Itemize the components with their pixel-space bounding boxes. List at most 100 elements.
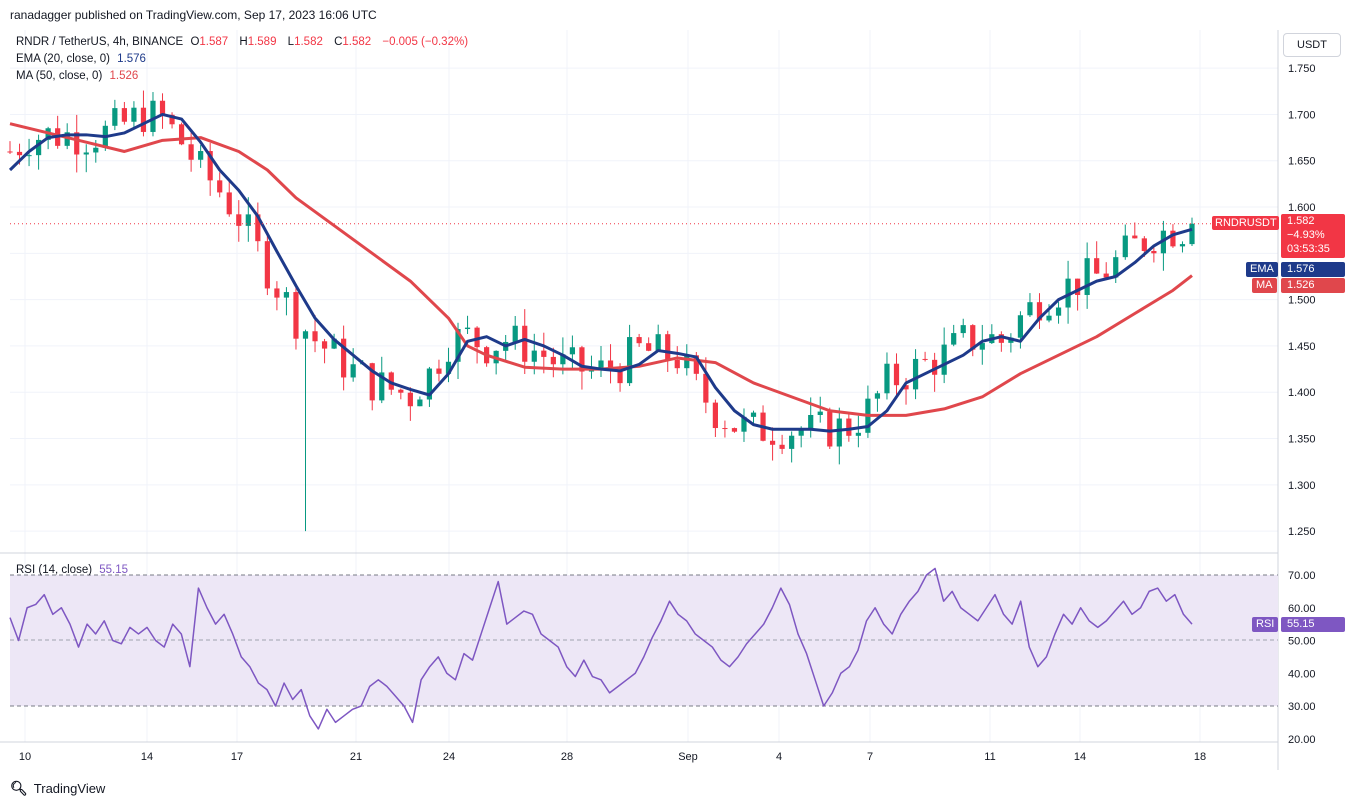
- candle-body: [1179, 244, 1186, 247]
- candle-body: [884, 363, 890, 394]
- candle-body: [159, 100, 166, 115]
- candle-body: [255, 214, 261, 242]
- ema-legend[interactable]: EMA (20, close, 0) 1.576: [16, 53, 150, 65]
- candle-body: [731, 428, 738, 432]
- candle-body: [445, 361, 452, 374]
- candle-body: [1055, 307, 1062, 316]
- price-tick-label: 1.400: [1288, 387, 1316, 399]
- rsi-tick-label: 50.00: [1288, 636, 1316, 648]
- price-tick-label: 1.750: [1288, 63, 1316, 75]
- candle-body: [341, 338, 347, 378]
- price-tick-label: 1.600: [1288, 202, 1316, 214]
- time-tick-label: 21: [350, 751, 362, 763]
- candle-body: [798, 430, 804, 436]
- candle-body: [426, 368, 433, 400]
- rsi-line: [9, 567, 1193, 730]
- candle-body: [7, 151, 13, 153]
- low-label: L1.582: [287, 36, 323, 48]
- candle-body: [579, 347, 585, 372]
- candle-body: [712, 402, 718, 429]
- time-tick-label: 10: [19, 751, 31, 763]
- candle-body: [455, 329, 461, 362]
- candle-body: [874, 393, 881, 399]
- rsi-tick-label: 20.00: [1288, 734, 1316, 746]
- candle-body: [1036, 302, 1043, 321]
- candle-body: [26, 155, 32, 157]
- candle-body: [321, 341, 328, 349]
- price-tick-label: 1.700: [1288, 109, 1316, 121]
- candle-body: [379, 372, 385, 401]
- high-label: H1.589: [239, 36, 277, 48]
- candle-body: [312, 331, 318, 342]
- candle-body: [531, 350, 537, 362]
- candle-body: [83, 152, 89, 155]
- rsi-tick-label: 40.00: [1288, 668, 1316, 680]
- candle-body: [474, 327, 480, 348]
- ma-legend-value: 1.526: [109, 70, 139, 82]
- close-label: C1.582: [334, 36, 372, 48]
- candle-body: [617, 370, 623, 384]
- candle-body: [1017, 315, 1024, 338]
- time-tick-label: 7: [867, 751, 873, 763]
- time-tick-label: 14: [1074, 751, 1086, 763]
- open-label: O1.587: [190, 36, 229, 48]
- rsi-tag-label: RSI: [1252, 617, 1279, 632]
- candle-body: [464, 327, 471, 330]
- candle-body: [264, 241, 270, 289]
- time-tick-label: 28: [561, 751, 573, 763]
- candle-body: [932, 359, 938, 375]
- currency-button[interactable]: USDT: [1283, 33, 1341, 57]
- price-axis: 1.7501.7001.6501.6001.5501.5001.4501.400…: [1288, 63, 1316, 538]
- open-value: 1.587: [199, 36, 229, 48]
- ma-legend[interactable]: MA (50, close, 0) 1.526: [16, 70, 142, 82]
- time-tick-label: 11: [984, 751, 995, 763]
- candle-body: [769, 440, 776, 445]
- candle-body: [302, 331, 309, 339]
- price-tick-label: 1.250: [1288, 526, 1316, 538]
- candle-body: [951, 333, 957, 345]
- candle-body: [245, 214, 251, 226]
- candle-body: [350, 364, 356, 378]
- rsi-tick-label: 70.00: [1288, 570, 1316, 582]
- time-tick-label: 4: [776, 751, 782, 763]
- time-tick-label: 17: [231, 751, 243, 763]
- candle-body: [35, 139, 42, 156]
- candle-body: [741, 416, 747, 432]
- candle-body: [560, 354, 566, 365]
- price-tick-label: 1.300: [1288, 480, 1316, 492]
- rsi-line-path: [9, 567, 1193, 730]
- candle-body: [388, 372, 394, 390]
- candle-body: [1065, 278, 1071, 308]
- price-tag: 1.582 −4.93% 03:53:35: [1281, 214, 1345, 258]
- candle-body: [750, 412, 757, 417]
- candle-body: [1094, 258, 1100, 274]
- candle-body: [626, 337, 633, 384]
- candle-body: [779, 444, 785, 449]
- candle-body: [855, 432, 861, 436]
- rsi-legend-value: 55.15: [99, 564, 129, 576]
- candle-body: [1141, 238, 1147, 251]
- candle-body: [1075, 278, 1081, 295]
- top-bar: ranadagger published on TradingView.com,…: [0, 0, 1353, 30]
- candle-body: [960, 325, 966, 334]
- rsi-tick-label: 60.00: [1288, 603, 1316, 615]
- candle-body: [827, 411, 833, 447]
- candle-body: [1084, 258, 1090, 295]
- candles: [7, 90, 1195, 532]
- publisher-line: ranadagger published on TradingView.com,…: [10, 8, 377, 22]
- ema-tag-value: 1.576: [1281, 262, 1345, 277]
- candle-body: [789, 435, 795, 449]
- candle-body: [522, 325, 528, 362]
- candle-body: [665, 334, 671, 360]
- candle-body: [693, 355, 699, 374]
- candle-body: [1113, 257, 1119, 278]
- change-value: −0.005 (−0.32%): [382, 36, 469, 48]
- candle-body: [1189, 223, 1195, 245]
- candle-body: [912, 358, 919, 390]
- price-tick-label: 1.450: [1288, 341, 1316, 353]
- candle-body: [1046, 315, 1052, 321]
- ema-line-path: [8, 112, 1193, 433]
- rsi-legend[interactable]: RSI (14, close) 55.15: [16, 564, 132, 576]
- candle-body: [1151, 250, 1157, 254]
